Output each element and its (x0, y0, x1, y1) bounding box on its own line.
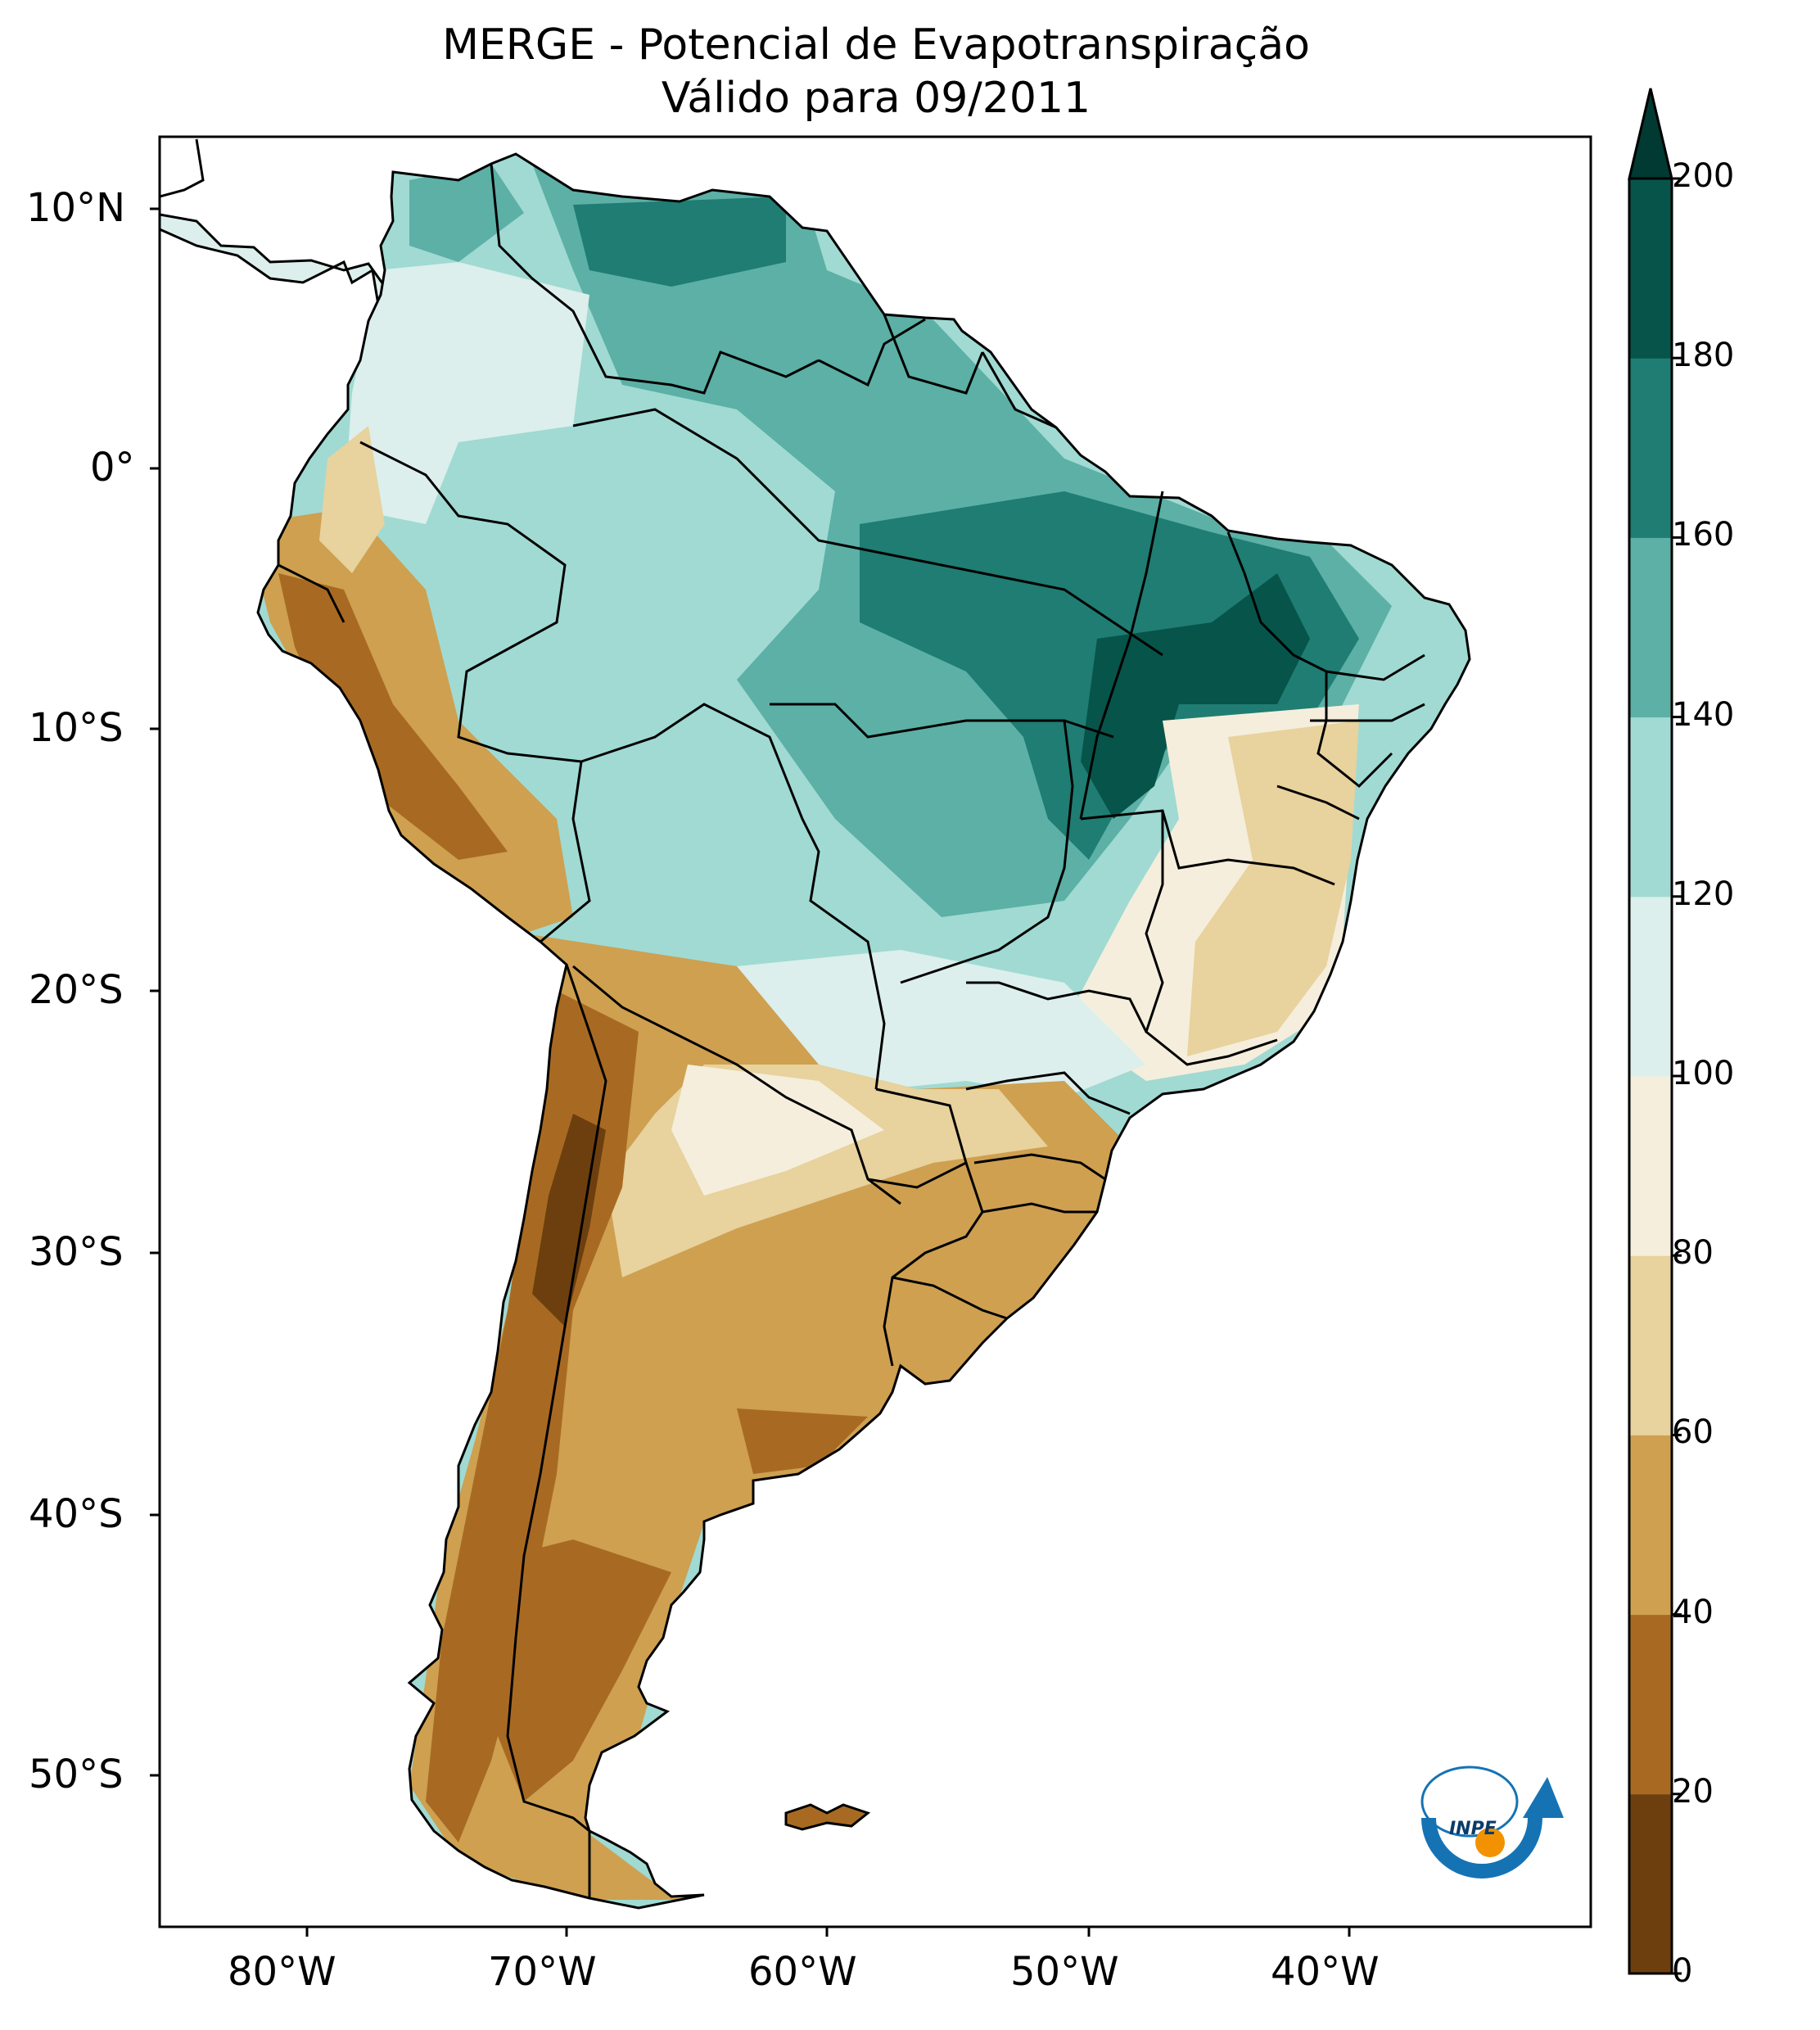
border-brazil-states-6 (1145, 811, 1278, 1066)
lat-label-50s: 50°S (29, 1752, 124, 1797)
field-20-40-pampa (737, 1408, 868, 1474)
lat-label-10n: 10°N (26, 185, 125, 231)
border-suriname-guiana (981, 351, 1057, 429)
logo-swoosh (1421, 1817, 1542, 1879)
field-60-80-east (1187, 721, 1359, 1056)
colorbar-label-60: 60 (1672, 1413, 1714, 1452)
falkland-islands (784, 1803, 871, 1831)
title-line-2: Válido para 09/2011 (661, 74, 1091, 123)
border-brazil-states-13 (1316, 671, 1393, 789)
border-uruguay-brazil (892, 1276, 1008, 1320)
lon-label-50w: 50°W (1010, 1949, 1119, 1995)
colorbar-label-120: 120 (1672, 875, 1735, 913)
colorbar-label-140: 140 (1672, 695, 1735, 734)
colorbar-bin-9 (1629, 179, 1672, 359)
colorbar-bin-6 (1629, 717, 1672, 897)
logo-orange-dot (1475, 1828, 1505, 1857)
lat-label-40s: 40°S (29, 1491, 124, 1537)
border-bolivia-argentina (572, 965, 901, 1205)
colorbar (1628, 88, 1682, 1975)
lon-label-60w: 60°W (748, 1949, 857, 1995)
border-brazil-states-8 (965, 1071, 1131, 1115)
central-america-border (160, 138, 205, 198)
field-180-200 (1081, 573, 1310, 819)
border-brazil-bolivia (580, 703, 886, 1090)
border-brazil-states-1 (572, 408, 1163, 657)
colorbar-label-40: 40 (1672, 1593, 1714, 1631)
field-20-40-patagonia (491, 1539, 671, 1802)
colorbar-label-20: 20 (1672, 1772, 1714, 1811)
colorbar-bin-3 (1629, 1255, 1672, 1435)
map-frame (158, 135, 1592, 1928)
border-brazil-states-14 (1276, 784, 1360, 821)
border-colombia-peru (359, 441, 582, 763)
border-brazil-states-3 (900, 720, 1074, 984)
border-brazil-states-2 (770, 703, 1114, 739)
field-60-80-ecuador (319, 426, 385, 573)
border-guyana-suriname (883, 314, 984, 395)
colorbar-bin-8 (1629, 358, 1672, 538)
colorbar-bin-4 (1629, 1076, 1672, 1256)
colorbar-extend-arrow (1628, 88, 1673, 180)
lat-label-20s: 20°S (29, 967, 124, 1013)
border-chile-argentina (506, 964, 607, 1833)
colorbar-label-80: 80 (1672, 1234, 1714, 1273)
border-brazil-states-9 (973, 1153, 1106, 1181)
lat-label-30s: 30°S (29, 1229, 124, 1275)
logo-orbit (1420, 1766, 1519, 1838)
field-100-120-west (344, 262, 589, 524)
colorbar-bin-0 (1629, 1793, 1672, 1974)
border-brazil-states-7 (966, 981, 1148, 1033)
colorbar-label-0: 0 (1672, 1952, 1693, 1990)
coastline (256, 152, 1471, 1910)
colorbar-bin-1 (1629, 1614, 1672, 1795)
border-brazil-states-5 (1080, 809, 1335, 886)
border-peru-bolivia (540, 761, 591, 943)
lon-label-40w: 40°W (1271, 1949, 1380, 1995)
colorbar-label-100: 100 (1672, 1055, 1735, 1092)
country-borders (278, 163, 1425, 1898)
lon-label-70w: 70°W (488, 1949, 597, 1995)
axis-ticks (150, 207, 1351, 1937)
lon-label-80w: 80°W (228, 1949, 336, 1995)
field-venezuela-160 (573, 197, 786, 287)
colorbar-label-160: 160 (1672, 516, 1735, 554)
logo-text: INPE (1449, 1819, 1497, 1839)
lat-label-10s: 10°S (29, 705, 124, 751)
border-ecuador-peru (278, 563, 345, 623)
field-80-100-chaco (671, 1065, 884, 1196)
border-brazil-states-4 (1079, 491, 1164, 820)
border-brazil-states-12 (1310, 703, 1425, 722)
border-brazil-states-10 (982, 1202, 1097, 1214)
field-100-120-south (737, 950, 1146, 1097)
title-line-1: MERGE - Potencial de Evapotranspiração (442, 20, 1310, 70)
field-20-40-peru (278, 573, 508, 860)
colorbar-bin-7 (1629, 537, 1672, 718)
border-brazil-states-11 (1226, 531, 1425, 681)
lat-label-0: 0° (90, 445, 135, 491)
inpe-logo (1420, 1766, 1564, 1879)
border-venezuela-guyana (818, 318, 926, 387)
colorbar-bin-2 (1629, 1435, 1672, 1616)
colorbar-label-200: 200 (1672, 157, 1735, 195)
logo-arrow (1523, 1777, 1564, 1818)
field-0-20-andes (532, 1114, 606, 1327)
field-colombia-north (409, 164, 524, 262)
border-colombia-venezuela (490, 163, 820, 395)
colorbar-bin-5 (1629, 896, 1672, 1077)
colorbar-label-180: 180 (1672, 337, 1735, 375)
